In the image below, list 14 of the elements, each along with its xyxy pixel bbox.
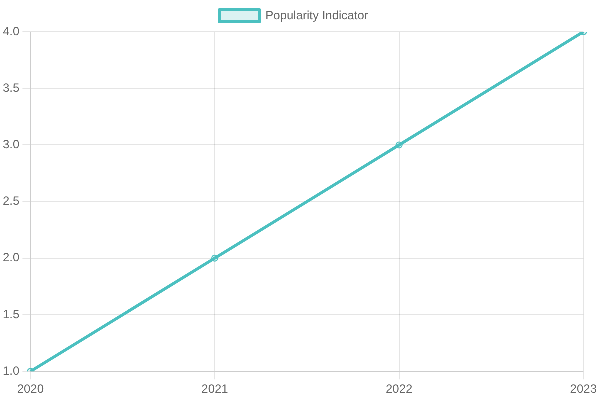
y-tick-label: 1.5 (2, 307, 20, 322)
x-tick-label: 2023 (570, 382, 598, 396)
y-tick-label: 3.0 (2, 138, 20, 152)
y-tick-label: 3.5 (2, 80, 20, 95)
y-tick-label: 2.0 (2, 250, 20, 265)
y-tick-label: 4.0 (2, 24, 20, 38)
y-tick-label: 2.5 (2, 194, 20, 208)
x-tick-label: 2020 (17, 382, 44, 396)
y-tick-label: 1.0 (2, 364, 20, 378)
point (396, 142, 403, 149)
point (212, 254, 219, 262)
x-tick-label: 2022 (386, 382, 413, 396)
legend-label: Popularity Indicator (266, 8, 368, 22)
x-tick-label: 2021 (202, 382, 229, 396)
